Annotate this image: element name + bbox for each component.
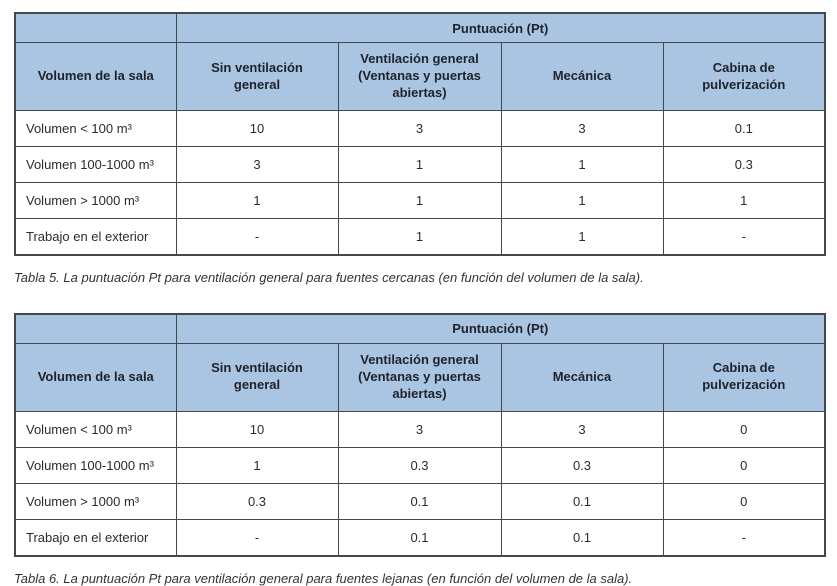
value-cell: 3 xyxy=(337,110,502,147)
corner-cell xyxy=(14,313,177,344)
value-cell: 1 xyxy=(662,182,826,219)
value-cell: 1 xyxy=(500,146,664,183)
column-header: Sin ventilación general xyxy=(175,342,339,412)
column-header: Mecánica xyxy=(500,342,664,412)
value-cell: 0.1 xyxy=(337,518,502,557)
row-label-cell: Volumen < 100 m³ xyxy=(14,110,177,147)
table-caption-tabla-6: Tabla 6. La puntuación Pt para ventilaci… xyxy=(14,570,633,586)
value-cell: 1 xyxy=(500,218,664,256)
value-cell: - xyxy=(662,518,826,557)
table-row: Volumen > 1000 m³ 0.3 0.1 0.1 0 xyxy=(14,482,826,520)
row-label-cell: Volumen 100-1000 m³ xyxy=(14,146,177,183)
value-cell: 0.3 xyxy=(337,446,502,484)
table-row: Volumen > 1000 m³ 1 1 1 1 xyxy=(14,182,826,219)
value-cell: 1 xyxy=(337,218,502,256)
score-title-row: Puntuación (Pt) xyxy=(14,313,826,344)
value-cell: 1 xyxy=(175,182,339,219)
value-cell: 0.3 xyxy=(175,482,339,520)
value-cell: - xyxy=(175,218,339,256)
row-header: Volumen de la sala xyxy=(14,42,177,111)
value-cell: 0.1 xyxy=(662,110,826,147)
value-cell: 0.1 xyxy=(337,482,502,520)
table-row: Volumen < 100 m³ 10 3 3 0 xyxy=(14,410,826,448)
row-label-cell: Volumen > 1000 m³ xyxy=(14,482,177,520)
column-header: Sin ventilación general xyxy=(175,42,339,111)
row-label-cell: Volumen > 1000 m³ xyxy=(14,182,177,219)
column-header: Ventilación general (Ventanas y puertas … xyxy=(337,42,502,111)
row-label-cell: Trabajo en el exterior xyxy=(14,518,177,557)
value-cell: 0.1 xyxy=(500,482,664,520)
value-cell: 3 xyxy=(500,410,664,448)
value-cell: - xyxy=(662,218,826,256)
ventilation-table-tabla-6: Puntuación (Pt) Volumen de la sala Sin v… xyxy=(14,312,827,557)
row-label-cell: Volumen < 100 m³ xyxy=(14,410,177,448)
table-caption-tabla-5: Tabla 5. La puntuación Pt para ventilaci… xyxy=(14,270,644,285)
value-cell: 1 xyxy=(500,182,664,219)
row-header: Volumen de la sala xyxy=(14,342,177,412)
value-cell: 1 xyxy=(337,182,502,219)
score-title: Puntuación (Pt) xyxy=(175,12,826,43)
value-cell: 1 xyxy=(175,446,339,484)
value-cell: - xyxy=(175,518,339,557)
value-cell: 0 xyxy=(662,446,826,484)
table-block-tabla-5: Puntuación (Pt) Volumen de la sala Sin v… xyxy=(14,12,827,286)
ventilation-table-tabla-5: Puntuación (Pt) Volumen de la sala Sin v… xyxy=(14,12,827,256)
column-header: Ventilación general (Ventanas y puertas … xyxy=(337,342,502,412)
value-cell: 0 xyxy=(662,410,826,448)
value-cell: 10 xyxy=(175,410,339,448)
score-title: Puntuación (Pt) xyxy=(175,313,826,344)
column-header: Cabina de pulverización xyxy=(662,342,826,412)
row-label-cell: Trabajo en el exterior xyxy=(14,218,177,256)
value-cell: 10 xyxy=(175,110,339,147)
value-cell: 0 xyxy=(662,482,826,520)
value-cell: 3 xyxy=(175,146,339,183)
table-row: Trabajo en el exterior - 1 1 - xyxy=(14,218,826,256)
value-cell: 0.1 xyxy=(500,518,664,557)
table-row: Volumen < 100 m³ 10 3 3 0.1 xyxy=(14,110,826,147)
column-header: Mecánica xyxy=(500,42,664,111)
value-cell: 1 xyxy=(337,146,502,183)
table-row: Trabajo en el exterior - 0.1 0.1 - xyxy=(14,518,826,557)
column-header: Cabina de pulverización xyxy=(662,42,826,111)
column-header-row: Volumen de la sala Sin ventilación gener… xyxy=(14,42,826,111)
table-row: Volumen 100-1000 m³ 1 0.3 0.3 0 xyxy=(14,446,826,484)
row-label-cell: Volumen 100-1000 m³ xyxy=(14,446,177,484)
value-cell: 3 xyxy=(500,110,664,147)
value-cell: 3 xyxy=(337,410,502,448)
score-title-row: Puntuación (Pt) xyxy=(14,12,826,43)
column-header-row: Volumen de la sala Sin ventilación gener… xyxy=(14,342,826,412)
table-row: Volumen 100-1000 m³ 3 1 1 0.3 xyxy=(14,146,826,183)
value-cell: 0.3 xyxy=(500,446,664,484)
corner-cell xyxy=(14,12,177,43)
table-block-tabla-6: Puntuación (Pt) Volumen de la sala Sin v… xyxy=(14,312,827,586)
value-cell: 0.3 xyxy=(662,146,826,183)
